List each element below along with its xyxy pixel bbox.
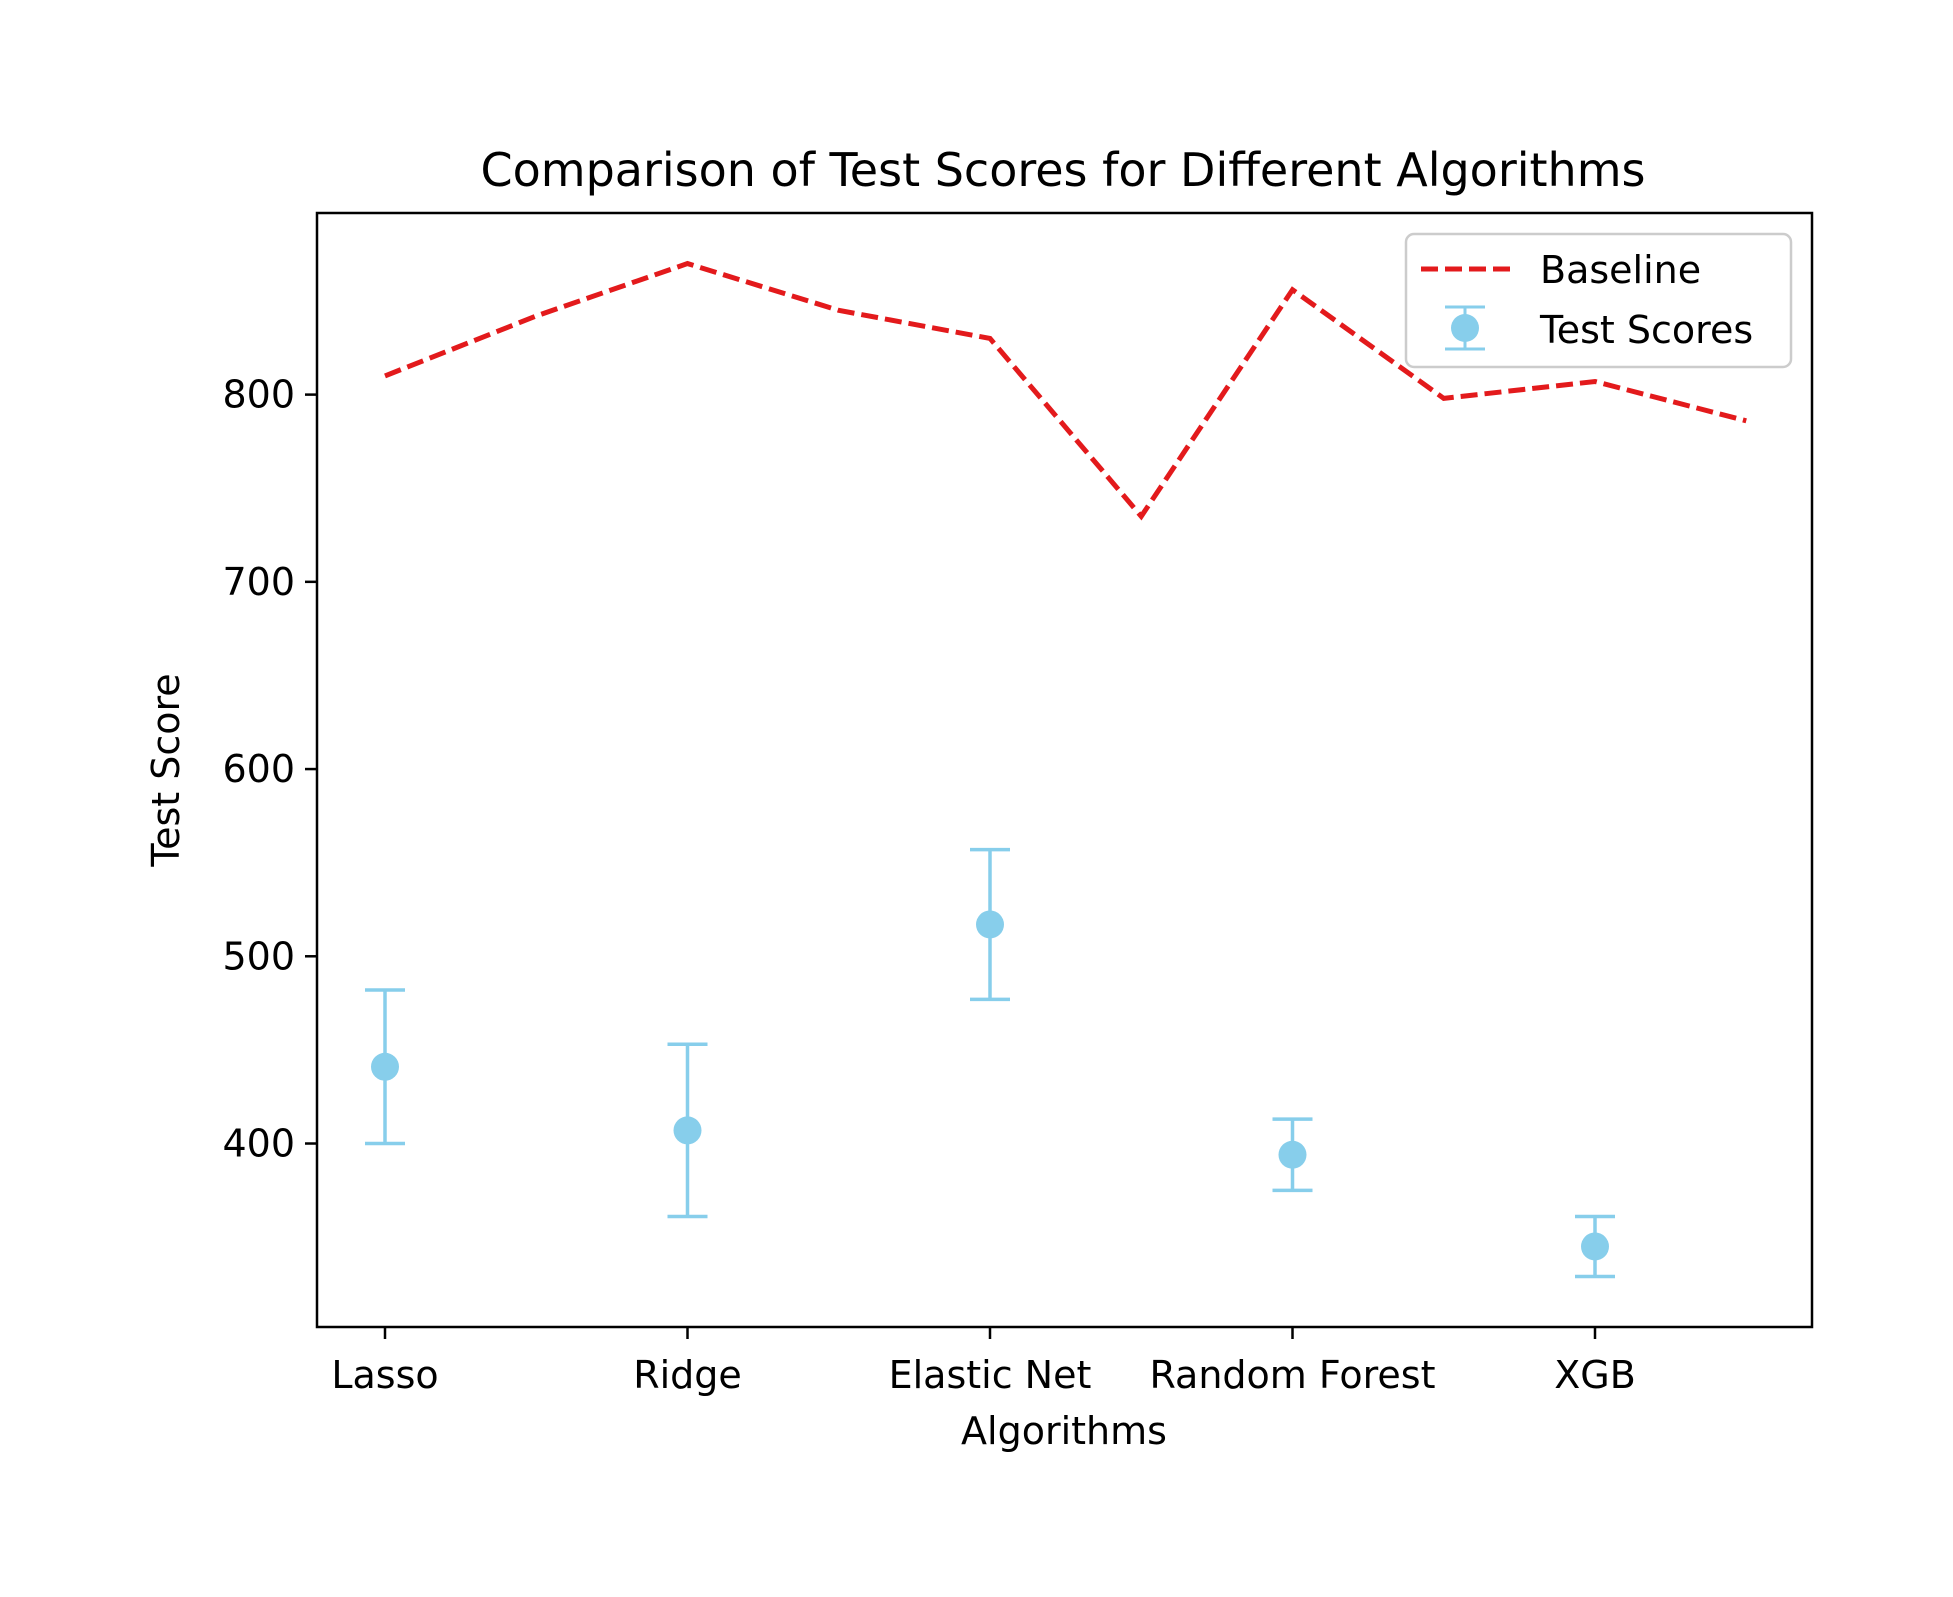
test-score-point: [1575, 1214, 1615, 1279]
test-score-point: [970, 847, 1010, 1002]
test-score-point: [365, 988, 405, 1146]
x-tick-label: XGB: [1554, 1353, 1636, 1397]
y-axis-label: Test Score: [144, 673, 188, 867]
test-scores-series: [365, 847, 1615, 1279]
y-tick-label: 600: [222, 747, 295, 791]
score-marker: [673, 1116, 702, 1145]
score-marker: [1278, 1140, 1307, 1169]
test-score-point: [1272, 1117, 1313, 1193]
legend-test-scores-label: Test Scores: [1539, 308, 1753, 352]
chart-title: Comparison of Test Scores for Different …: [481, 143, 1646, 197]
y-tick-label: 700: [222, 560, 295, 604]
x-tick-label: Elastic Net: [889, 1353, 1092, 1397]
legend: Baseline Test Scores: [1404, 232, 1793, 369]
x-tick-label: Ridge: [633, 1353, 742, 1397]
y-tick-label: 500: [222, 934, 295, 978]
x-axis-ticks: Lasso Ridge Elastic Net Random Forest XGB: [331, 1327, 1636, 1397]
score-marker: [371, 1052, 399, 1081]
score-marker: [976, 910, 1004, 939]
legend-test-scores-swatch: [1445, 305, 1485, 351]
legend-baseline-label: Baseline: [1540, 248, 1701, 292]
x-tick-label: Random Forest: [1149, 1353, 1435, 1397]
score-marker: [1581, 1232, 1609, 1261]
baseline-line: [384, 260, 1747, 521]
y-tick-label: 800: [222, 373, 295, 417]
y-axis-ticks: 400 500 600 700 800: [222, 373, 317, 1166]
x-tick-label: Lasso: [331, 1353, 438, 1397]
y-tick-label: 400: [222, 1122, 295, 1166]
baseline-series: [384, 260, 1747, 521]
test-score-point: [667, 1042, 708, 1219]
x-axis-label: Algorithms: [961, 1409, 1167, 1453]
